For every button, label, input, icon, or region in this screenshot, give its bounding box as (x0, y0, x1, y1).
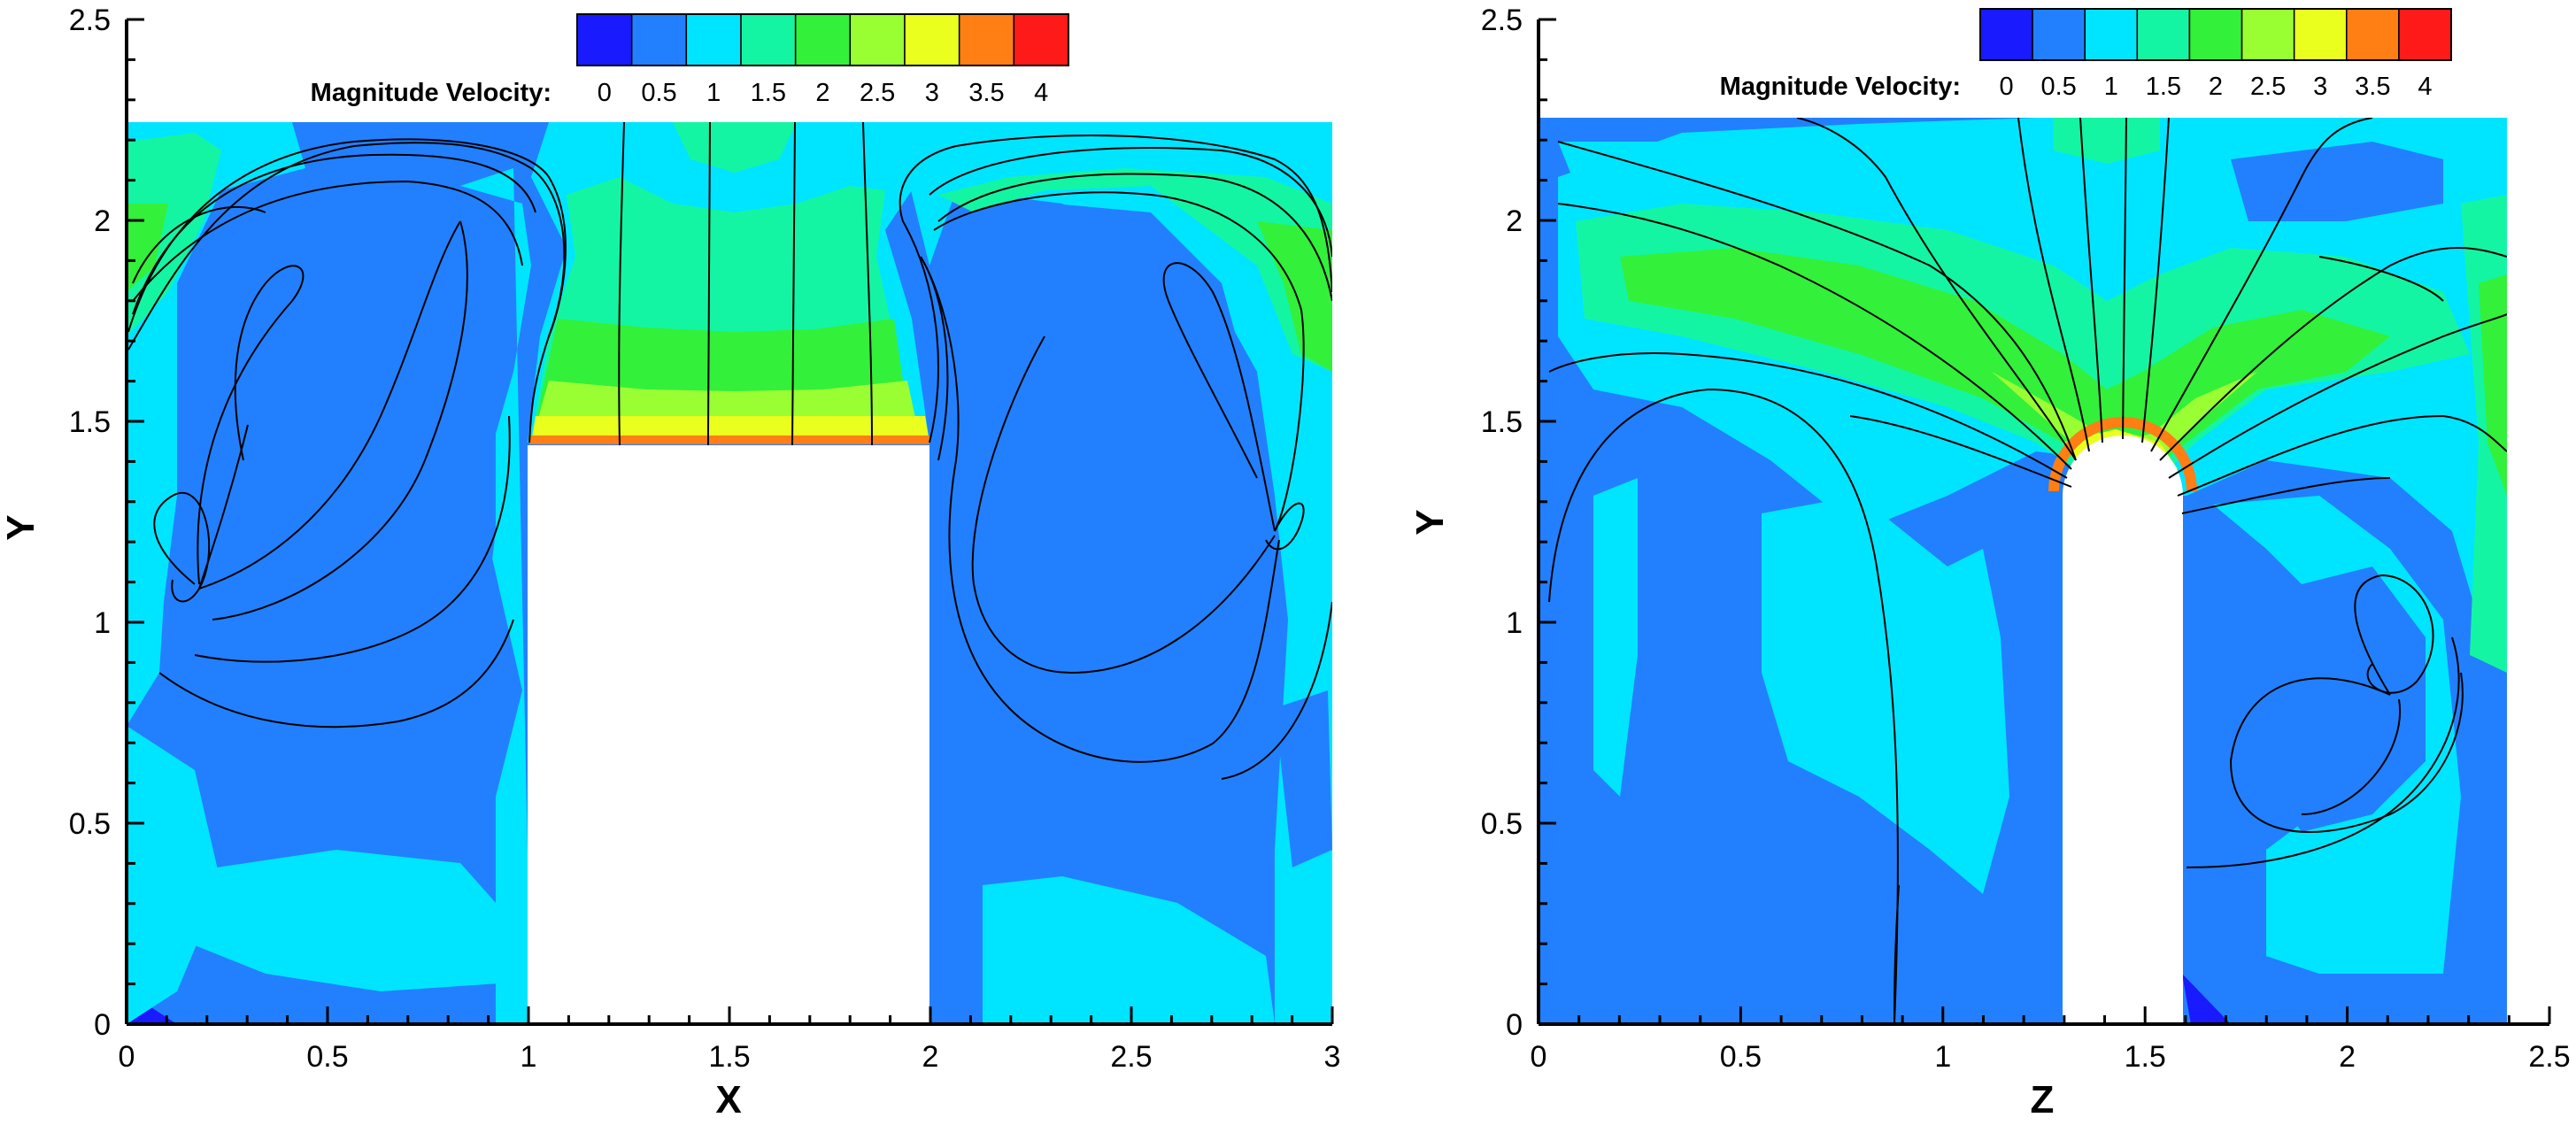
colorbar-level-label: 0.5 (2041, 73, 2077, 101)
y-tick-label: 0.5 (69, 807, 111, 841)
y-tick-label: 0 (1506, 1008, 1523, 1042)
colorbar-swatch (2398, 8, 2452, 61)
x-tick-label: 3 (1324, 1040, 1341, 1074)
y-tick-label: 1 (1506, 606, 1523, 640)
colorbar-level-label: 2.5 (2250, 73, 2286, 101)
left-obstacle (528, 445, 929, 1024)
x-tick-label: 2 (2339, 1040, 2356, 1074)
y-tick-label: 2.5 (1481, 4, 1523, 37)
colorbar-level-label: 4 (2418, 73, 2432, 101)
colorbar-level-label: 1.5 (2146, 73, 2181, 101)
colorbar-swatch (2188, 8, 2243, 61)
x-tick-label: 1.5 (2125, 1040, 2166, 1074)
x-tick-label: 2.5 (2528, 1040, 2570, 1074)
colorbar-swatch (2241, 8, 2295, 61)
colorbar-level-label: 2.5 (860, 79, 895, 107)
right-plot: 0 0.5 1 1.5 2 2.5 0 0.5 1 1.5 2 2.5 0 0.5 1 1.5 2 2.5 3 3.… (1408, 4, 2571, 1121)
colorbar-level-label: 0.5 (641, 79, 676, 107)
x-tick-label: 1.5 (708, 1040, 750, 1074)
right-axis-ticks: 0 0.5 1 1.5 2 2.5 0 0.5 1 1.5 2 2.5 (1481, 4, 2571, 1074)
colorbar-level-label: 3.5 (2355, 73, 2390, 101)
y-tick-label: 1.5 (1481, 405, 1523, 439)
left-plot: 0 0.5 1 1.5 2 2.5 3 0 0.5 1 1.5 2 2.5 0 0.5 1 1.5 2 2.5 3 3… (0, 4, 1340, 1121)
right-contour-field (1539, 118, 2507, 1024)
colorbar-level-label: 2 (2209, 73, 2223, 101)
colorbar-swatch (2032, 8, 2086, 61)
x-tick-label: 0 (119, 1040, 135, 1074)
colorbar-level-label: 3 (2313, 73, 2327, 101)
colorbar-swatch (630, 13, 688, 66)
colorbar-level-label: 0 (598, 79, 612, 107)
colorbar-swatch (2084, 8, 2139, 61)
colorbar-level-label: 4 (1034, 79, 1048, 107)
right-y-axis-title: Y (1408, 509, 1452, 535)
colorbar-swatch (849, 13, 906, 66)
colorbar-swatch (1013, 13, 1069, 66)
colorbar-swatch (2346, 8, 2400, 61)
colorbar-frame (1979, 8, 2452, 61)
left-colorbar: 0 0.5 1 1.5 2 2.5 3 3.5 4 (576, 13, 1069, 107)
colorbar-level-label: 2 (815, 79, 829, 107)
y-tick-label: 1.5 (69, 405, 111, 439)
y-tick-label: 2.5 (69, 4, 111, 37)
colorbar-swatch (2293, 8, 2348, 61)
right-streamlines (1548, 118, 2507, 1024)
left-legend-title: Magnitude Velocity: (311, 79, 551, 107)
colorbar-level-label: 1 (2104, 73, 2118, 101)
x-tick-label: 1 (521, 1040, 537, 1074)
x-tick-label: 0.5 (1720, 1040, 1762, 1074)
y-tick-label: 2 (94, 204, 111, 238)
colorbar-swatch (1979, 8, 2033, 61)
colorbar-swatch (740, 13, 797, 66)
x-tick-label: 1 (1934, 1040, 1951, 1074)
left-streamlines (127, 122, 1332, 780)
left-y-axis-title: Y (0, 514, 42, 540)
y-tick-label: 0 (94, 1008, 111, 1042)
right-obstacle (2063, 435, 2183, 1024)
right-colorbar: 0 0.5 1 1.5 2 2.5 3 3.5 4 (1979, 8, 2452, 101)
colorbar-swatch (904, 13, 960, 66)
y-tick-label: 0.5 (1481, 807, 1523, 841)
x-tick-label: 2.5 (1110, 1040, 1152, 1074)
colorbar-swatch (576, 13, 633, 66)
colorbar-level-label: 3 (925, 79, 939, 107)
colorbar-level-label: 1 (706, 79, 721, 107)
left-x-axis-title: X (715, 1078, 741, 1121)
x-tick-label: 2 (922, 1040, 939, 1074)
colorbar-level-label: 1.5 (751, 79, 786, 107)
left-axis-ticks: 0 0.5 1 1.5 2 2.5 3 0 0.5 1 1.5 2 2.5 (69, 4, 1341, 1074)
colorbar-swatch (685, 13, 742, 66)
right-legend-title: Magnitude Velocity: (1720, 73, 1961, 101)
x-tick-label: 0 (1531, 1040, 1547, 1074)
colorbar-swatch (794, 13, 852, 66)
left-contour-field (127, 122, 1332, 1024)
y-tick-label: 1 (94, 606, 111, 640)
colorbar-swatch (958, 13, 1015, 66)
y-tick-label: 2 (1506, 204, 1523, 238)
colorbar-frame (576, 13, 1069, 66)
colorbar-level-label: 0 (1999, 73, 2013, 101)
right-x-axis-title: Z (2031, 1078, 2055, 1121)
x-tick-label: 0.5 (306, 1040, 348, 1074)
colorbar-swatch (2136, 8, 2191, 61)
colorbar-level-label: 3.5 (968, 79, 1004, 107)
